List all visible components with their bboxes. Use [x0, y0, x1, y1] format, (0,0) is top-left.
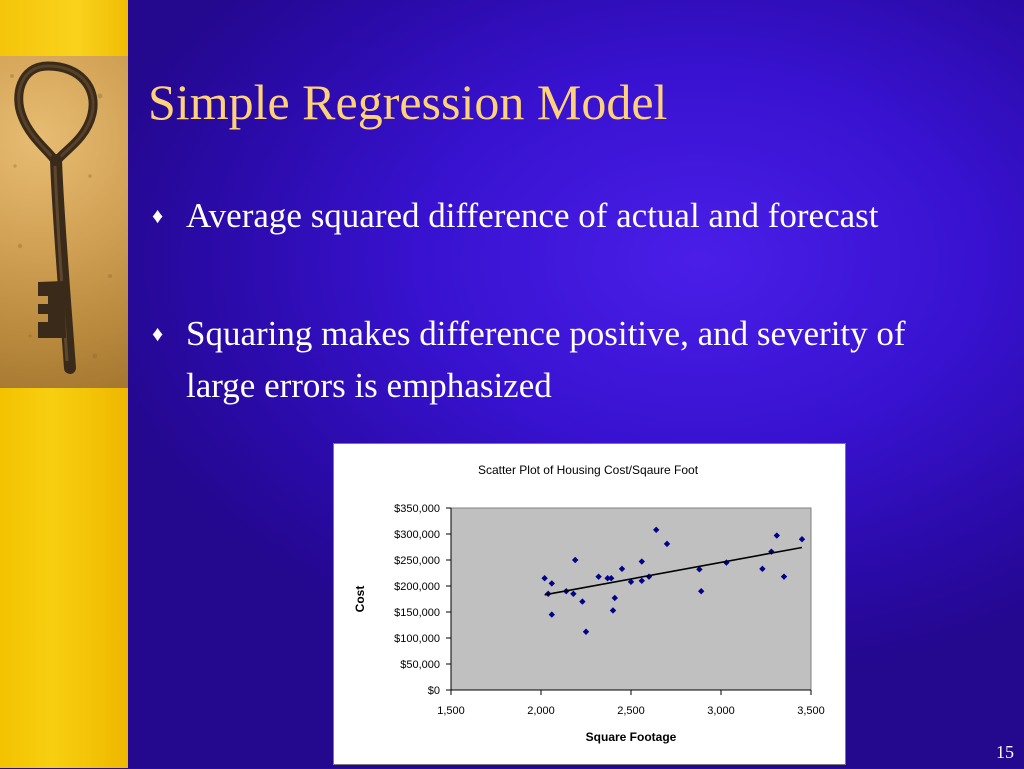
y-tick-label: $300,000: [394, 529, 440, 541]
y-tick-labels: $0 $50,000 $100,000 $150,000 $200,000 $250,00…: [394, 503, 440, 697]
y-tick-label: $150,000: [394, 607, 440, 619]
y-tick-label: $0: [428, 685, 440, 697]
diamond-bullet-icon: ♦: [152, 321, 164, 346]
x-tick-label: 2,000: [527, 705, 555, 717]
data-point: [638, 558, 645, 565]
plot-area: [450, 507, 812, 691]
trendline: [544, 546, 803, 596]
data-point: [618, 565, 626, 573]
data-point: [780, 573, 788, 580]
diamond-bullet-icon: ♦: [152, 203, 164, 228]
data-point: [627, 578, 635, 586]
key-icon: [10, 61, 112, 374]
chart-canvas: Scatter Plot of Housing Cost/Sqaure Foot…: [353, 463, 825, 744]
data-point: [609, 607, 617, 614]
data-point: [645, 573, 653, 580]
data-point: [798, 536, 806, 543]
slide-title: Simple Regression Model: [148, 74, 668, 130]
trendline-group: [544, 546, 803, 596]
chart-title: Scatter Plot of Housing Cost/Sqaure Foot: [478, 463, 699, 477]
x-tick-label: 3,500: [797, 705, 825, 717]
y-tick-label: $350,000: [394, 503, 440, 515]
x-axis-label: Square Footage: [586, 730, 677, 744]
antique-key-image: [0, 56, 128, 388]
scatter-chart: Scatter Plot of Housing Cost/Sqaure Foot…: [333, 443, 846, 765]
y-tick-label: $250,000: [394, 555, 440, 567]
data-point: [773, 532, 780, 539]
x-tick-labels: 1,500 2,000 2,500 3,000 3,500: [437, 705, 825, 717]
y-tick-label: $200,000: [394, 581, 440, 593]
bullet-item: ♦ Average squared difference of actual a…: [152, 190, 952, 242]
bullet-text: Squaring makes difference positive, and …: [186, 314, 906, 405]
data-point: [572, 556, 579, 564]
x-tick-label: 3,000: [707, 705, 735, 717]
y-tick-label: $100,000: [394, 633, 440, 645]
y-tick-label: $50,000: [400, 659, 440, 671]
page-number: 15: [996, 742, 1014, 762]
x-tick-label: 1,500: [437, 705, 465, 717]
data-point: [582, 628, 590, 635]
data-point: [663, 540, 671, 548]
y-axis-label: Cost: [353, 586, 367, 613]
x-tick-label: 2,500: [617, 705, 645, 717]
bullet-text: Average squared difference of actual and…: [186, 196, 879, 235]
bullet-item: ♦ Squaring makes difference positive, an…: [152, 308, 952, 412]
top-accent-bar: [0, 0, 128, 56]
chart-axes: [446, 507, 812, 695]
